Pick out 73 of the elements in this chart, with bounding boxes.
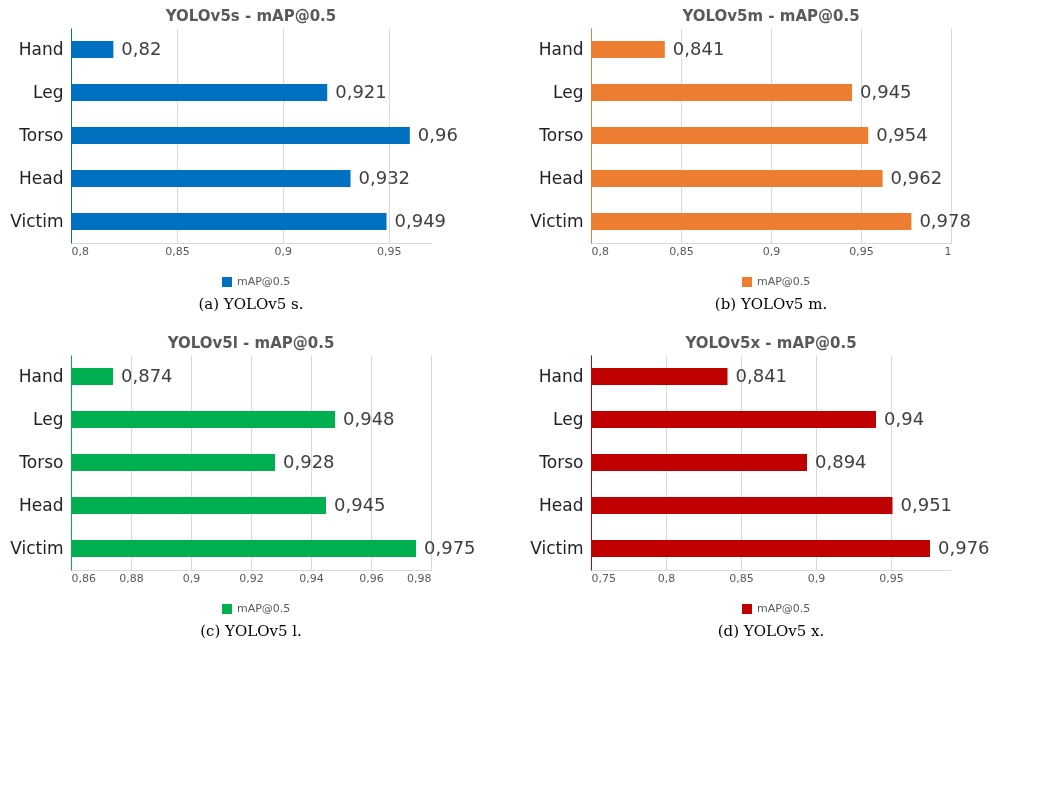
- x-tick-label: 0,85: [669, 244, 694, 258]
- x-tick-label: 0,92: [239, 571, 264, 585]
- data-label: 0,82: [121, 37, 162, 59]
- x-tick-label: 1: [944, 244, 952, 258]
- y-tick-label: Victim: [530, 537, 584, 558]
- y-tick-label: Leg: [553, 81, 584, 102]
- data-label: 0,976: [938, 536, 990, 558]
- data-label: 0,975: [424, 536, 476, 558]
- y-tick-label: Victim: [10, 210, 64, 231]
- y-tick-label: Head: [19, 494, 64, 515]
- x-tick-label: 0,9: [762, 244, 781, 258]
- y-tick-label: Head: [19, 167, 64, 188]
- y-tick-label: Leg: [33, 81, 64, 102]
- chart-title: YOLOv5m - mAP@0.5: [681, 7, 860, 25]
- y-tick-label: Hand: [18, 38, 64, 59]
- data-label: 0,945: [334, 493, 386, 515]
- y-tick-label: Head: [539, 167, 584, 188]
- chart-title: YOLOv5l - mAP@0.5: [166, 334, 335, 352]
- x-tick-label: 0,94: [299, 571, 324, 585]
- data-label: 0,921: [335, 80, 387, 102]
- x-tick-label: 0,8: [71, 244, 89, 258]
- data-label: 0,945: [860, 80, 912, 102]
- y-tick-label: Torso: [18, 451, 64, 472]
- x-tick-label: 0,95: [879, 571, 904, 585]
- x-tick-label: 0,8: [591, 244, 609, 258]
- data-label: 0,874: [121, 364, 173, 386]
- y-tick-label: Hand: [18, 365, 64, 386]
- x-tick-label: 0,95: [376, 244, 402, 258]
- data-label: 0,978: [919, 209, 971, 231]
- data-label: 0,949: [394, 209, 447, 231]
- y-tick-label: Torso: [538, 124, 584, 145]
- y-tick-label: Head: [539, 494, 584, 515]
- y-tick-label: Victim: [530, 210, 584, 231]
- y-tick-label: Victim: [10, 537, 64, 558]
- x-tick-label: 0,95: [849, 244, 874, 258]
- y-tick-label: Leg: [553, 408, 584, 429]
- data-label: 0,894: [815, 450, 867, 472]
- data-label: 0,954: [876, 123, 928, 145]
- data-label: 0,841: [672, 37, 725, 59]
- x-tick-label: 0,9: [274, 244, 293, 258]
- legend-label: mAP@0.5: [237, 602, 291, 615]
- data-label: 0,932: [358, 166, 411, 188]
- legend-label: mAP@0.5: [757, 602, 811, 615]
- x-tick-label: 0,9: [807, 571, 826, 585]
- text: (b) YOLOv5 m.: [714, 295, 828, 313]
- text: (c) YOLOv5 l.: [200, 622, 302, 640]
- text: (d) YOLOv5 x.: [717, 622, 825, 640]
- legend-label: mAP@0.5: [757, 275, 811, 288]
- data-label: 0,94: [884, 407, 925, 429]
- data-label: 0,962: [890, 166, 943, 188]
- text: (a) YOLOv5 s.: [198, 295, 304, 313]
- x-tick-label: 0,9: [182, 571, 201, 585]
- x-tick-label: 0,98: [407, 571, 432, 585]
- data-label: 0,841: [735, 364, 788, 386]
- legend-label: mAP@0.5: [237, 275, 291, 288]
- x-tick-label: 0,8: [657, 571, 676, 585]
- y-tick-label: Hand: [538, 38, 584, 59]
- y-tick-label: Hand: [538, 365, 584, 386]
- data-label: 0,948: [343, 407, 395, 429]
- x-tick-label: 0,75: [591, 571, 616, 585]
- x-tick-label: 0,86: [71, 571, 96, 585]
- data-label: 0,928: [283, 450, 335, 472]
- x-tick-label: 0,85: [729, 571, 754, 585]
- y-tick-label: Torso: [18, 124, 64, 145]
- y-tick-label: Torso: [538, 451, 584, 472]
- y-tick-label: Leg: [33, 408, 64, 429]
- chart-title: YOLOv5s - mAP@0.5: [164, 7, 337, 25]
- data-label: 0,96: [417, 123, 458, 145]
- x-tick-label: 0,96: [359, 571, 384, 585]
- x-tick-label: 0,88: [119, 571, 144, 585]
- x-tick-label: 0,85: [165, 244, 190, 258]
- chart-title: YOLOv5x - mAP@0.5: [684, 334, 857, 352]
- data-label: 0,951: [900, 493, 953, 515]
